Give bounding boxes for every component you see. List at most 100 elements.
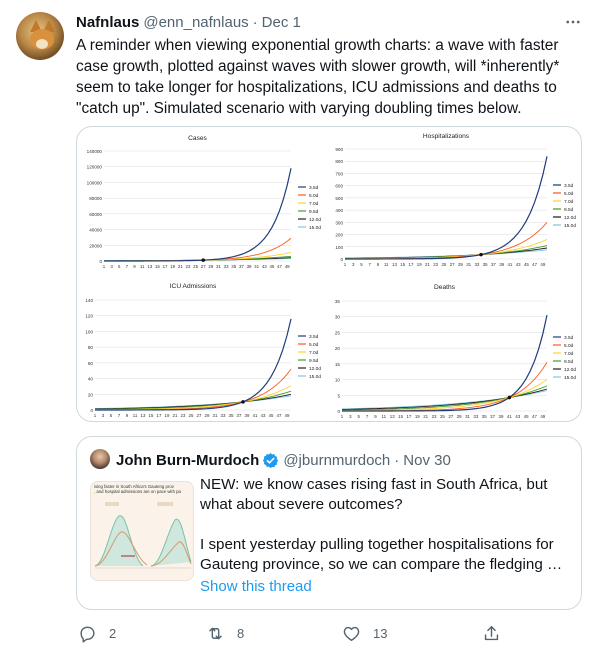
like-button[interactable]: 13 [342,622,387,644]
x-tick-label: 7 [366,414,369,419]
heart-icon [343,626,360,641]
retweet-icon [209,627,222,639]
y-tick-label: 200 [335,233,343,238]
retweet-button[interactable]: 8 [206,622,244,644]
chart-title: Hospitalizations [423,133,470,140]
legend-label: 9.5d [309,209,319,215]
x-tick-label: 41 [254,264,259,269]
quoted-tweet-date[interactable]: Nov 30 [403,451,451,469]
x-tick-label: 47 [277,264,282,269]
crossover-point [507,395,512,400]
legend-label: 5.0d [564,191,574,197]
x-tick-label: 31 [216,264,221,269]
x-tick-label: 27 [450,262,455,267]
x-tick-label: 37 [237,413,242,418]
x-tick-label: 33 [474,262,479,267]
series-line-5.0d [341,362,548,412]
share-button[interactable] [482,622,501,644]
y-tick-label: 100000 [87,180,103,185]
author-avatar[interactable] [16,12,64,60]
quoted-tweet-text: NEW: we know cases rising fast in South … [200,475,572,575]
x-tick-label: 35 [229,413,234,418]
x-tick-label: 11 [140,264,145,269]
x-tick-label: 45 [269,264,274,269]
more-horizontal-icon[interactable] [563,13,583,31]
series-line-5.0d [104,237,292,262]
legend-label: 12.0d [309,217,321,223]
x-tick-label: 29 [458,262,463,267]
author-name[interactable]: Nafnlaus [76,13,140,31]
legend-label: 7.0d [564,199,574,205]
x-tick-label: 49 [540,414,545,419]
legend-label: 5.0d [564,343,574,349]
x-tick-label: 1 [94,413,97,418]
x-tick-label: 3 [110,264,113,269]
y-tick-label: 20 [335,346,341,351]
legend-label: 7.0d [564,351,574,357]
y-tick-label: 80 [88,345,94,350]
legend-label: 3.5d [564,183,574,189]
series-line-5.0d [344,222,548,260]
quoted-media-thumbnail[interactable]: ising faster in South Africa's Gauteng p… [90,481,194,581]
x-tick-label: 15 [149,413,154,418]
x-tick-label: 25 [441,262,446,267]
x-tick-label: 13 [390,414,395,419]
legend-label: 12.0d [564,367,576,373]
x-tick-label: 49 [540,262,545,267]
x-tick-label: 27 [197,413,202,418]
quoted-tweet[interactable]: John Burn-Murdoch @jburnmurdoch · Nov 30… [76,436,582,610]
x-tick-label: 23 [432,414,437,419]
legend-label: 7.0d [309,350,319,356]
share-icon [484,625,499,640]
x-tick-label: 43 [516,262,521,267]
legend-label: 12.0d [309,366,321,372]
quoted-author-name[interactable]: John Burn-Murdoch [116,451,260,469]
x-tick-label: 49 [285,413,290,418]
x-tick-label: 45 [269,413,274,418]
legend-label: 15.0d [564,375,576,381]
y-tick-label: 10 [335,378,341,383]
x-tick-label: 31 [465,414,470,419]
x-tick-label: 23 [186,264,191,269]
y-tick-label: 40 [88,377,94,382]
quoted-tweet-header: John Burn-Murdoch @jburnmurdoch · Nov 30 [116,449,451,471]
thumb-caption-line-1: ising faster in South Africa's Gauteng p… [94,484,175,489]
x-tick-label: 7 [369,262,372,267]
quoted-paragraph-2: I spent yesterday pulling together hospi… [200,536,563,573]
legend-label: 9.5d [564,359,574,365]
x-tick-label: 49 [285,264,290,269]
charts-grid: Cases02000040000600008000010000012000014… [85,133,576,419]
quoted-author-handle[interactable]: @jburnmurdoch [283,451,391,469]
x-tick-label: 21 [178,264,183,269]
x-tick-label: 11 [133,413,138,418]
y-tick-label: 500 [335,196,343,201]
y-tick-label: 20 [88,392,94,397]
tweet-media-charts[interactable]: Cases 0 20000 40000 60000 80000 100000 120000 14… [76,126,582,422]
y-tick-label: 40000 [89,228,102,233]
quoted-author-avatar[interactable] [90,449,110,469]
x-tick-label: 19 [170,264,175,269]
series-line-3.5d [345,156,548,260]
legend-label: 7.0d [309,201,319,207]
show-this-thread-link[interactable]: Show this thread [200,578,312,595]
x-tick-label: 17 [163,264,168,269]
author-handle[interactable]: @enn_nafnlaus [143,13,249,31]
tweet-date[interactable]: Dec 1 [261,13,301,31]
x-tick-label: 33 [224,264,229,269]
x-tick-label: 29 [208,264,213,269]
x-tick-label: 29 [457,414,462,419]
legend-label: 5.0d [309,193,319,199]
reply-button[interactable]: 2 [78,622,116,644]
legend-label: 3.5d [309,185,319,191]
legend-label: 15.0d [309,374,321,380]
x-tick-label: 5 [360,262,363,267]
x-tick-label: 31 [213,413,218,418]
y-tick-label: 0 [337,409,340,414]
y-tick-label: 100 [335,245,343,250]
y-tick-label: 20000 [89,243,102,248]
x-tick-label: 21 [173,413,178,418]
x-tick-label: 5 [118,264,121,269]
